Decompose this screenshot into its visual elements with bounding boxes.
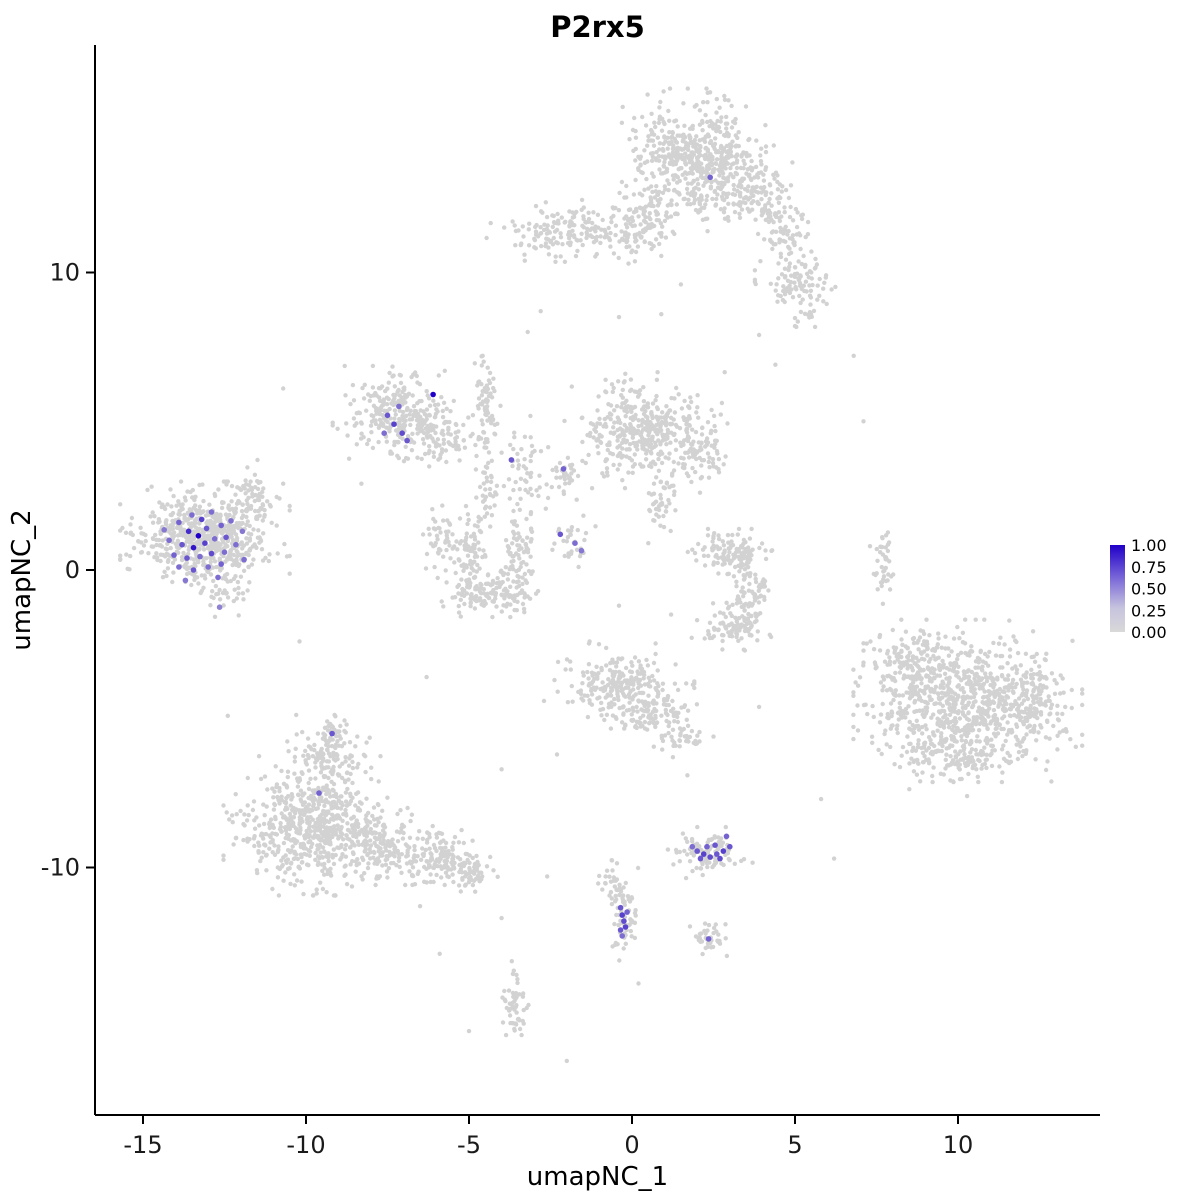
- points-layer: [118, 86, 1085, 1064]
- legend-colorbar: 1.000.750.500.250.00: [1110, 536, 1167, 642]
- y-axis-title: umapNC_2: [7, 509, 37, 650]
- expressing-points-layer: [161, 174, 733, 942]
- y-axis: 100-10: [41, 45, 96, 1115]
- x-axis-title: umapNC_1: [527, 1162, 668, 1192]
- plot-title: P2rx5: [550, 10, 645, 44]
- x-axis: -15 -10 -5 0 5 10: [95, 1114, 1100, 1159]
